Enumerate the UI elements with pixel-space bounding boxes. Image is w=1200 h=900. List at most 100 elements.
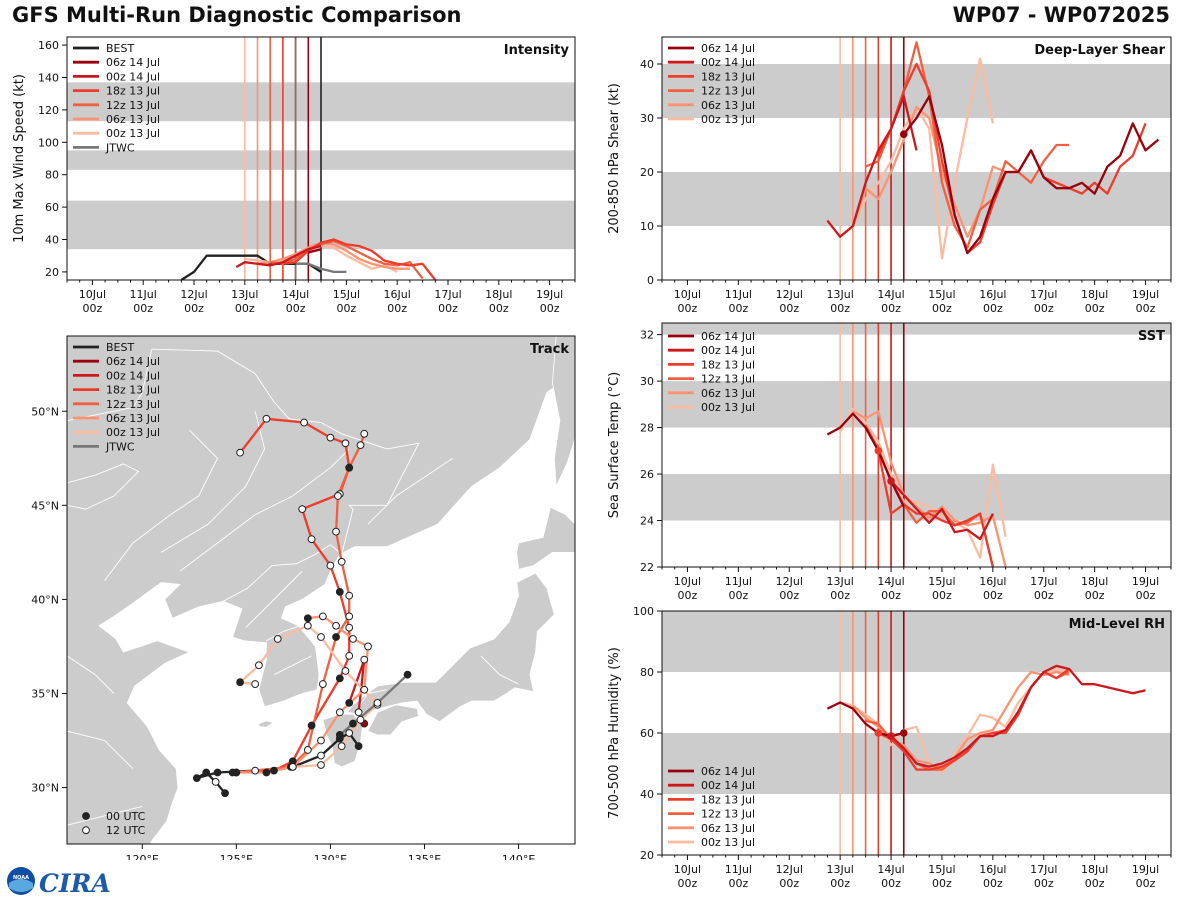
y-axis-label: 200-850 hPa Shear (kt) bbox=[607, 83, 622, 234]
shading-band bbox=[662, 172, 1171, 226]
track-point-18z-13-jul bbox=[345, 623, 354, 632]
lon-tick-label: 135°E bbox=[408, 853, 441, 860]
x-tick-label-hour: 00z bbox=[881, 302, 901, 315]
lon-tick-label: 140°E bbox=[502, 853, 535, 860]
province-boundary bbox=[67, 730, 134, 770]
track-point-12z-13-jul bbox=[360, 429, 369, 438]
x-tick-label-day: 13Jul bbox=[827, 288, 854, 301]
x-tick-label-hour: 00z bbox=[184, 302, 204, 315]
track-point-12z-13-jul bbox=[345, 463, 354, 472]
x-tick-label-day: 11Jul bbox=[725, 288, 752, 301]
track-point-12z-13-jul bbox=[334, 492, 342, 500]
province-boundary bbox=[67, 805, 143, 826]
x-tick-label-hour: 00z bbox=[133, 302, 153, 315]
y-tick-label: 120 bbox=[38, 104, 59, 117]
y-tick-label: 10 bbox=[640, 220, 654, 233]
x-tick-label-hour: 00z bbox=[1136, 302, 1156, 315]
series-line-18z-13-jul bbox=[282, 238, 437, 280]
x-tick-label-day: 14Jul bbox=[282, 288, 309, 301]
y-tick-label: 40 bbox=[45, 234, 59, 247]
y-axis-label: 10m Max Wind Speed (kt) bbox=[12, 74, 27, 243]
x-tick-label-day: 17Jul bbox=[1030, 863, 1057, 876]
track-point-00z-13-jul bbox=[288, 762, 297, 771]
track-point-00z-13-jul bbox=[341, 667, 350, 675]
x-tick-label-hour: 00z bbox=[1085, 877, 1105, 890]
legend-label-00z-13-jul: 00z 13 Jul bbox=[106, 127, 160, 140]
legend-label-18z-13-jul: 18z 13 Jul bbox=[106, 85, 160, 98]
legend-label-00z-13-jul: 00z 13 Jul bbox=[106, 426, 160, 439]
series-line-00z-13-jul bbox=[839, 407, 1007, 559]
track-point-18z-13-jul bbox=[300, 418, 308, 427]
track-point-06z-13-jul bbox=[228, 768, 237, 777]
province-boundary bbox=[480, 655, 519, 685]
track-point-best bbox=[251, 766, 260, 775]
province-boundary bbox=[160, 411, 266, 553]
track-point-06z-13-jul bbox=[332, 621, 340, 630]
track-point-18z-13-jul bbox=[270, 766, 278, 775]
panel-title: Track bbox=[530, 342, 569, 357]
jeju-land bbox=[258, 720, 274, 728]
x-tick-label-day: 10Jul bbox=[79, 288, 106, 301]
y-tick-label: 160 bbox=[38, 39, 59, 52]
x-tick-label-hour: 00z bbox=[830, 877, 850, 890]
series-marker-00z-14-jul bbox=[887, 732, 895, 740]
x-tick-label-hour: 00z bbox=[983, 302, 1003, 315]
track-point-18z-13-jul bbox=[262, 414, 271, 423]
x-tick-label-hour: 00z bbox=[830, 589, 850, 602]
x-tick-label-day: 10Jul bbox=[674, 575, 701, 588]
series-marker-06z-14-jul bbox=[899, 130, 908, 138]
plot-area bbox=[662, 611, 1171, 855]
track-point-18z-13-jul bbox=[335, 674, 344, 683]
shading-band bbox=[662, 611, 1171, 672]
lat-tick-label: 45°N bbox=[31, 499, 59, 512]
legend-label-18z-13-jul: 18z 13 Jul bbox=[701, 70, 755, 83]
x-tick-label-hour: 00z bbox=[387, 302, 407, 315]
border-china-russia bbox=[151, 348, 420, 555]
legend-label-00z-13-jul: 00z 13 Jul bbox=[701, 113, 755, 126]
x-tick-label-day: 11Jul bbox=[130, 288, 157, 301]
legend-marker-00-utc bbox=[82, 812, 90, 820]
x-tick-label-day: 16Jul bbox=[384, 288, 411, 301]
x-tick-label-hour: 00z bbox=[779, 877, 799, 890]
x-tick-label-day: 12Jul bbox=[776, 575, 803, 588]
honshu-land bbox=[346, 572, 555, 723]
x-tick-label-day: 15Jul bbox=[928, 288, 955, 301]
series-marker-00z-14-jul bbox=[887, 477, 895, 485]
legend-label-06z-14-jul: 06z 14 Jul bbox=[106, 56, 160, 69]
y-axis-label: Sea Surface Temp (°C) bbox=[607, 372, 622, 519]
legend-label-12z-13-jul: 12z 13 Jul bbox=[701, 808, 755, 821]
legend-label-18z-13-jul: 18z 13 Jul bbox=[701, 358, 755, 371]
legend-label-jtwc: JTWC bbox=[105, 440, 135, 453]
x-tick-label-hour: 00z bbox=[932, 302, 952, 315]
track-point-06z-13-jul bbox=[303, 614, 312, 623]
track-point-18z-13-jul bbox=[341, 439, 350, 448]
x-tick-label-hour: 00z bbox=[881, 589, 901, 602]
y-tick-label: 60 bbox=[640, 727, 654, 740]
sst-panel: 10Jul00z11Jul00z12Jul00z13Jul00z14Jul00z… bbox=[607, 322, 1172, 602]
legend-label-06z-14-jul: 06z 14 Jul bbox=[701, 42, 755, 55]
x-tick-label-day: 19Jul bbox=[1132, 575, 1159, 588]
track-point-18z-13-jul bbox=[236, 448, 244, 457]
lon-tick-label: 130°E bbox=[314, 853, 347, 860]
y-tick-label: 24 bbox=[640, 515, 654, 528]
lat-tick-label: 50°N bbox=[31, 405, 59, 418]
x-tick-label-day: 11Jul bbox=[725, 575, 752, 588]
track-point-06z-13-jul bbox=[262, 768, 271, 777]
y-tick-label: 30 bbox=[640, 112, 654, 125]
x-tick-label-hour: 00z bbox=[1034, 877, 1054, 890]
x-tick-label-day: 11Jul bbox=[725, 863, 752, 876]
series-line-00z-14-jul bbox=[826, 95, 918, 238]
x-tick-label-hour: 00z bbox=[728, 302, 748, 315]
series-marker-18z-13-jul bbox=[874, 729, 883, 737]
legend-label-12z-13-jul: 12z 13 Jul bbox=[701, 373, 755, 386]
x-tick-label-day: 14Jul bbox=[877, 288, 904, 301]
shading-band bbox=[662, 381, 1171, 428]
x-tick-label-hour: 00z bbox=[1085, 589, 1105, 602]
track-point-06z-13-jul bbox=[349, 635, 357, 643]
x-tick-label-hour: 00z bbox=[779, 589, 799, 602]
track-point-12z-13-jul bbox=[332, 633, 340, 641]
x-tick-label-day: 13Jul bbox=[231, 288, 258, 301]
track-point-18z-13-jul bbox=[326, 433, 335, 442]
track-point-00z-13-jul bbox=[356, 715, 365, 724]
panel-title: SST bbox=[1138, 329, 1165, 344]
